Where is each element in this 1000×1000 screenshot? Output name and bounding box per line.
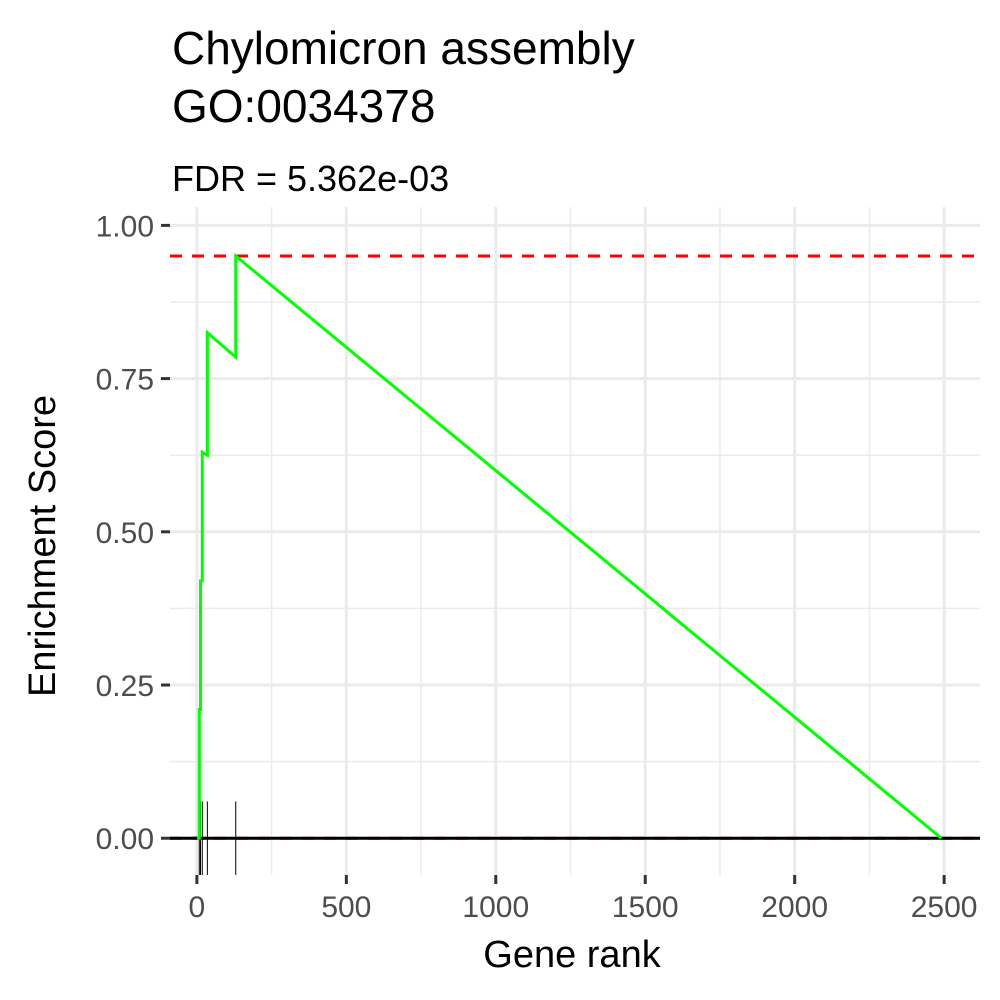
enrichment-score-line [196,252,943,840]
series-group [196,252,943,840]
x-tick-label: 2500 [911,891,978,924]
x-tick-label: 500 [321,891,371,924]
y-tick-label: 0.00 [96,823,154,856]
reference-lines [170,254,980,840]
x-axis-title: Gene rank [483,934,661,976]
chart-title-line-1: Chylomicron assembly [172,22,635,74]
minor-gridlines [170,207,980,875]
y-tick-label: 1.00 [96,210,154,243]
plot-panel [170,207,980,875]
y-axis: 0.00 0.25 0.50 0.75 1.00 [96,210,170,856]
x-tick-label: 1500 [612,891,679,924]
x-tick-label: 0 [189,891,206,924]
y-tick-label: 0.50 [96,517,154,550]
y-tick-label: 0.25 [96,670,154,703]
chart-title-line-2: GO:0034378 [172,80,435,132]
y-axis-title: Enrichment Score [22,395,64,697]
y-tick-label: 0.75 [96,364,154,397]
x-axis: 0 500 1000 1500 2000 2500 [189,875,978,924]
x-tick-label: 2000 [761,891,828,924]
chart-subtitle: FDR = 5.362e-03 [172,158,449,199]
x-tick-label: 1000 [462,891,529,924]
